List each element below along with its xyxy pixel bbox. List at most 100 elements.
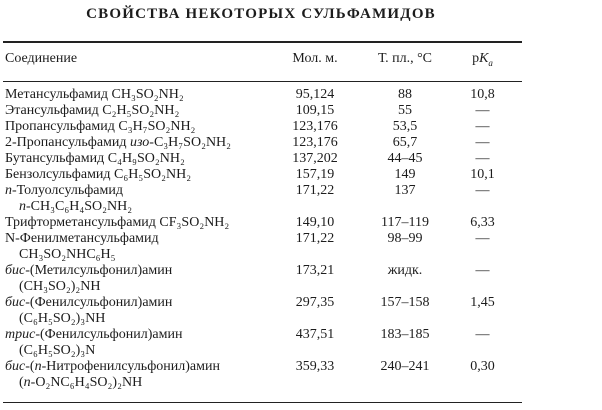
formula-text: (C₆H₅SO₂)₃NH [19, 311, 106, 326]
italic-infix: п [34, 359, 42, 374]
compound-name: п-Толуолсульфамид п-CH₃C₆H₄SO₂NH₂ [0, 183, 522, 215]
compound-formula: (C₆H₅SO₂)₃N [5, 343, 522, 359]
italic-prefix: бис [5, 263, 26, 278]
compound-line-1: бис-(п-Нитрофенилсульфонил)амин [5, 359, 522, 375]
table-row: бис-(Метилсульфонил)амин (CH₃SO₂)₂NH 173,2… [0, 263, 522, 295]
pka-value: — [475, 263, 490, 278]
header-rule [3, 81, 522, 82]
italic-infix: п [23, 375, 31, 390]
melting-point: 137 [394, 183, 416, 198]
melting-point: 183–185 [380, 327, 430, 342]
compound-line-1: бис-(Метилсульфонил)амин [5, 263, 522, 279]
mol-mass: 297,35 [295, 295, 335, 310]
melting-point: 240–241 [380, 359, 430, 374]
table-row: Этансульфамид C₂H₅SO₂NH₂ 109,15 55 — [0, 103, 522, 119]
mol-mass: 95,124 [295, 87, 335, 102]
melting-point: 55 [398, 103, 412, 118]
compound-line-1: Бензолсульфамид C₆H₅SO₂NH₂ [5, 167, 522, 183]
compound-line-1: Бутансульфамид C₄H₉SO₂NH₂ [5, 151, 522, 167]
compound-line-1: Этансульфамид C₂H₅SO₂NH₂ [5, 103, 522, 119]
mol-mass: 149,10 [295, 215, 335, 230]
italic-prefix: п [5, 183, 12, 198]
table-row: 2-Пропансульфамид изо-C₃H₇SO₂NH₂ 123,176 6… [0, 135, 522, 151]
pka-value: — [475, 135, 490, 150]
compound-name: Пропансульфамид C₃H₇SO₂NH₂ [0, 119, 522, 135]
formula-text: (C₆H₅SO₂)₃N [19, 343, 96, 358]
pka-value: 10,8 [470, 87, 495, 102]
table-row: бис-(Фенилсульфонил)амин (C₆H₅SO₂)₃NH 297,… [0, 295, 522, 327]
mol-mass: 171,22 [295, 183, 335, 198]
formula-text: CH₃SO₂NHC₆H₅ [19, 247, 116, 262]
table-row: п-Толуолсульфамид п-CH₃C₆H₄SO₂NH₂ 171,22 13… [0, 183, 522, 215]
compound-name: Этансульфамид C₂H₅SO₂NH₂ [0, 103, 522, 119]
mol-mass: 437,51 [295, 327, 335, 342]
table-row: Трифторметансульфамид CF₃SO₂NH₂ 149,10 117… [0, 215, 522, 231]
melting-point: 88 [398, 87, 412, 102]
formula-text: (CH₃SO₂)₂NH [19, 279, 101, 294]
table-row: трис-(Фенилсульфонил)амин (C₆H₅SO₂)₃N 437,… [0, 327, 522, 359]
compound-text-tail: -C₃H₇SO₂NH₂ [149, 135, 232, 150]
compound-name: Бензолсульфамид C₆H₅SO₂NH₂ [0, 167, 522, 183]
compound-text: -Толуолсульфамид [12, 183, 123, 198]
compound-name: бис-(Метилсульфонил)амин (CH₃SO₂)₂NH [0, 263, 522, 295]
compound-line-1: Трифторметансульфамид CF₃SO₂NH₂ [5, 215, 522, 231]
compound-text: -(Метилсульфонил)амин [25, 263, 173, 278]
compound-formula: п-CH₃C₆H₄SO₂NH₂ [5, 199, 522, 215]
compound-text-tail: -Нитрофенилсульфонил)амин [41, 359, 220, 374]
compound-text: Бензолсульфамид C₆H₅SO₂NH₂ [5, 167, 192, 182]
italic-prefix: бис [5, 359, 26, 374]
formula-tail: -O₂NC₆H₄SO₂)₂NH [30, 375, 143, 390]
compound-line-1: п-Толуолсульфамид [5, 183, 522, 199]
table-row: Пропансульфамид C₃H₇SO₂NH₂ 123,176 53,5 — [0, 119, 522, 135]
pka-value: 6,33 [470, 215, 495, 230]
compound-text: -(Фенилсульфонил)амин [35, 327, 183, 342]
compound-name: Метансульфамид CH₃SO₂NH₂ [0, 87, 522, 103]
compound-text: -(Фенилсульфонил)амин [25, 295, 173, 310]
header-mol-mass: Мол. м. [292, 51, 338, 66]
melting-point: 44–45 [387, 151, 423, 166]
compound-text: -( [25, 359, 35, 374]
melting-point: 117–119 [381, 215, 429, 230]
table-row: бис-(п-Нитрофенилсульфонил)амин (п-O₂NC₆H… [0, 359, 522, 391]
italic-prefix: п [19, 199, 26, 214]
compound-name: N-Фенилметансульфамид CH₃SO₂NHC₆H₅ [0, 231, 522, 263]
pka-value: 1,45 [470, 295, 495, 310]
pka-k: K [479, 51, 489, 66]
compound-name: бис-(Фенилсульфонил)амин (C₆H₅SO₂)₃NH [0, 295, 522, 327]
mol-mass: 157,19 [295, 167, 335, 182]
pka-value: — [475, 231, 490, 246]
table-row: Бутансульфамид C₄H₉SO₂NH₂ 137,202 44–45 — [0, 151, 522, 167]
formula-text: ( [19, 375, 24, 390]
melting-point: 98–99 [387, 231, 423, 246]
table-row: Бензолсульфамид C₆H₅SO₂NH₂ 157,19 149 10,1 [0, 167, 522, 183]
compound-formula: (C₆H₅SO₂)₃NH [5, 311, 522, 327]
pka-sub: a [488, 57, 493, 68]
compound-name: трис-(Фенилсульфонил)амин (C₆H₅SO₂)₃N [0, 327, 522, 359]
compound-formula: CH₃SO₂NHC₆H₅ [5, 247, 522, 263]
pka-value: 10,1 [470, 167, 495, 182]
formula-text: -CH₃C₆H₄SO₂NH₂ [26, 199, 133, 214]
pka-value: — [475, 327, 490, 342]
italic-prefix: трис [5, 327, 36, 342]
header-pka: pKa [455, 51, 510, 68]
header-compound: Соединение [5, 51, 78, 66]
table-row: N-Фенилметансульфамид CH₃SO₂NHC₆H₅ 171,22 9… [0, 231, 522, 263]
mol-mass: 109,15 [295, 103, 335, 118]
compound-text: Метансульфамид CH₃SO₂NH₂ [5, 87, 184, 102]
compound-text: Этансульфамид C₂H₅SO₂NH₂ [5, 103, 180, 118]
top-rule [3, 41, 522, 43]
melting-point: 65,7 [392, 135, 418, 150]
compound-text: 2-Пропансульфамид [5, 135, 131, 150]
mol-mass: 359,33 [295, 359, 335, 374]
bottom-rule [3, 402, 522, 403]
mol-mass: 171,22 [295, 231, 335, 246]
compound-name: бис-(п-Нитрофенилсульфонил)амин (п-O₂NC₆H… [0, 359, 522, 391]
mol-mass: 173,21 [295, 263, 335, 278]
melting-point: жидк. [387, 263, 423, 278]
compound-line-1: N-Фенилметансульфамид [5, 231, 522, 247]
compound-line-1: Пропансульфамид C₃H₇SO₂NH₂ [5, 119, 522, 135]
compound-line-1: бис-(Фенилсульфонил)амин [5, 295, 522, 311]
melting-point: 149 [394, 167, 416, 182]
compound-name: 2-Пропансульфамид изо-C₃H₇SO₂NH₂ [0, 135, 522, 151]
pka-value: — [475, 103, 490, 118]
